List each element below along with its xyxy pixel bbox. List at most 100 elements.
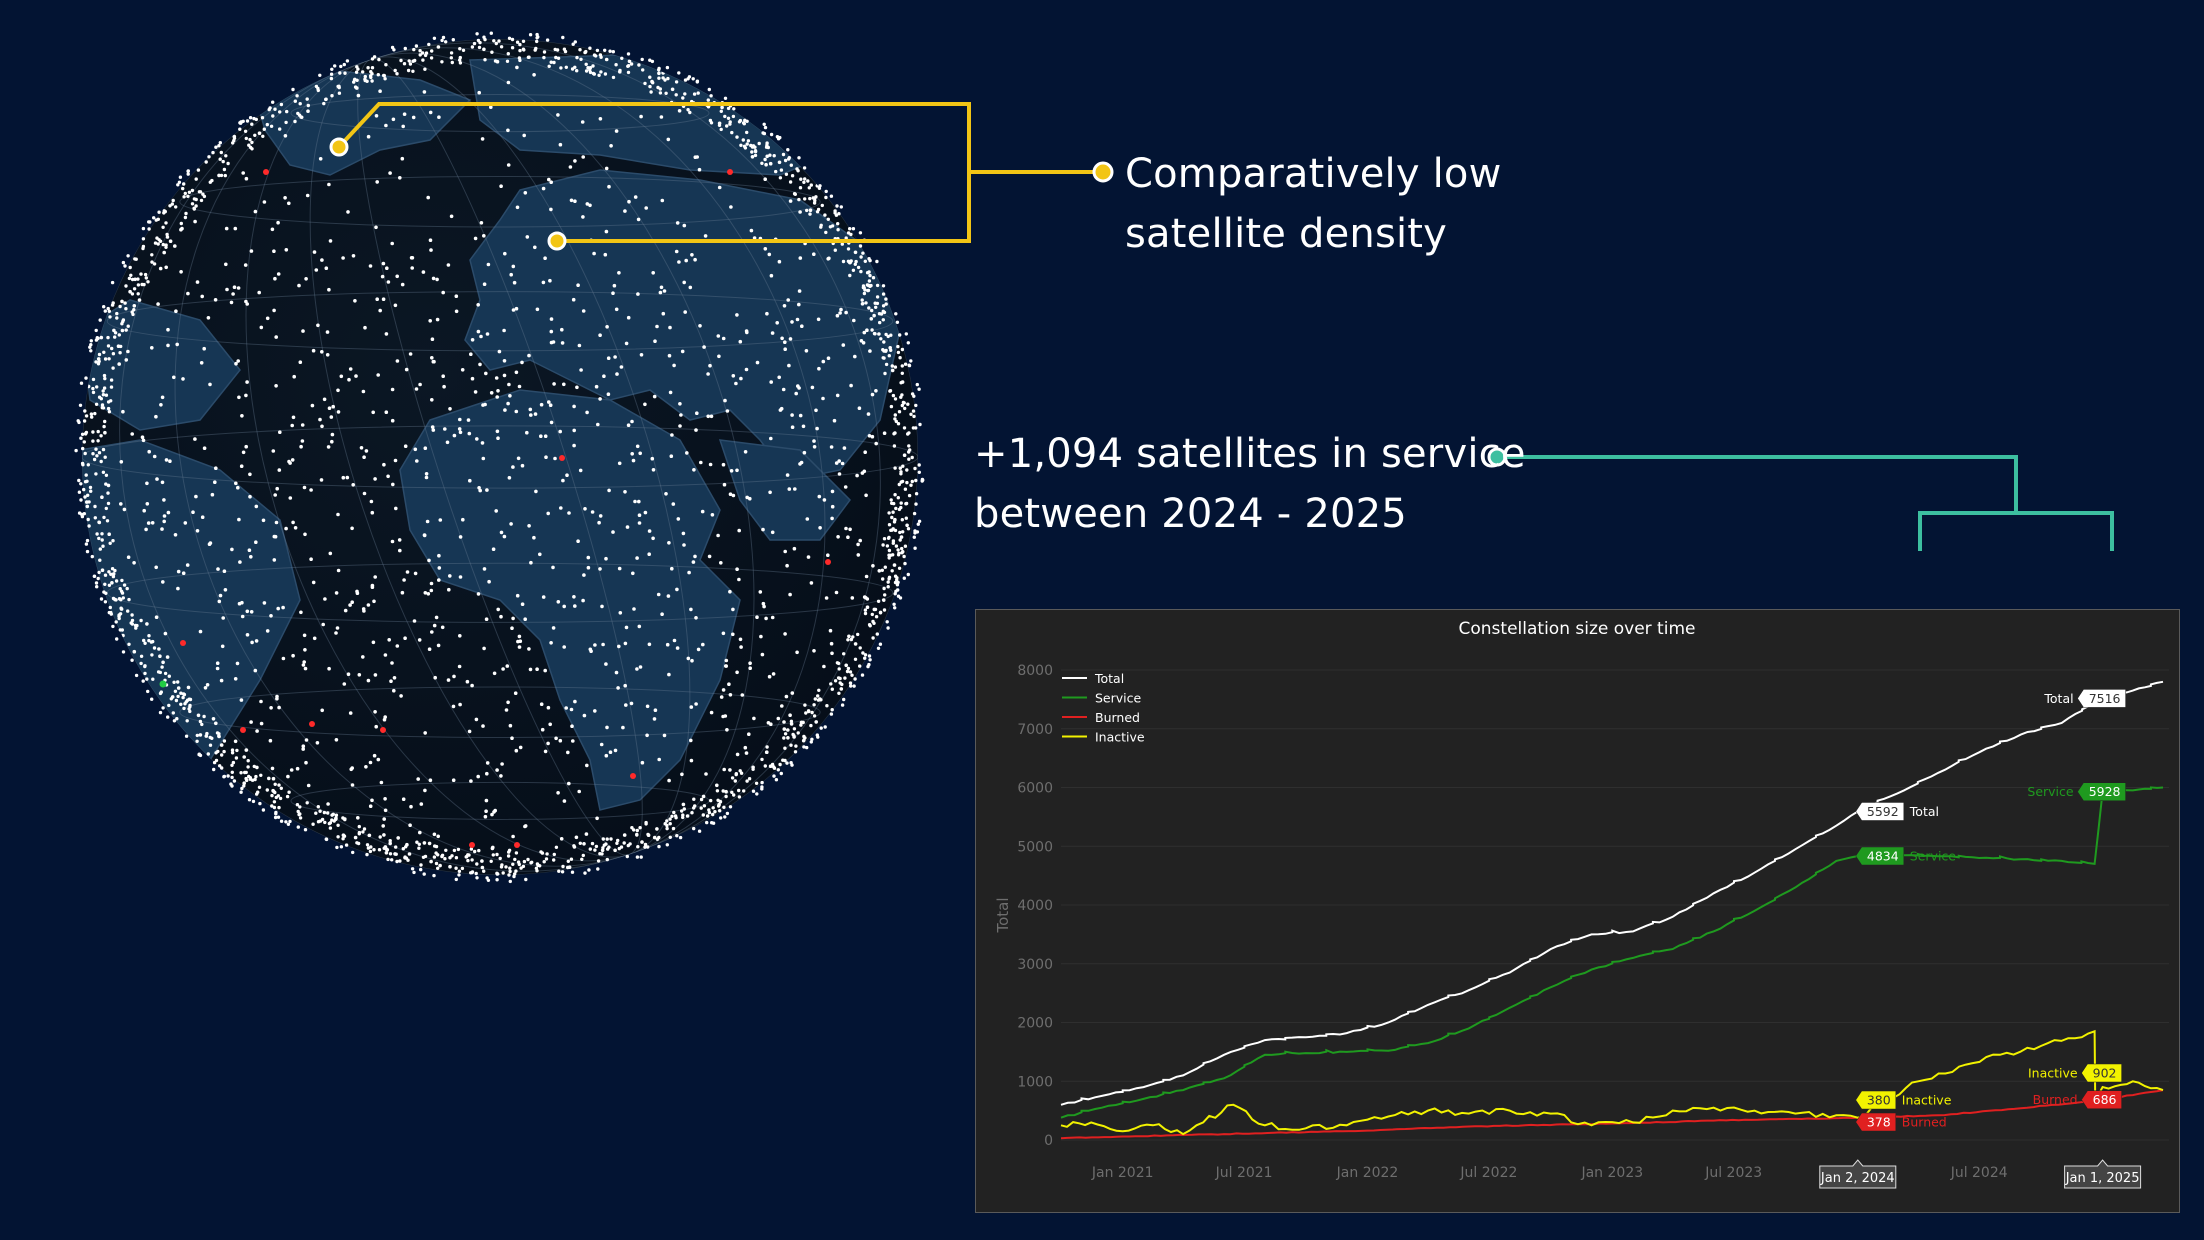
- satellite-dot: [763, 125, 768, 130]
- satellite-dot: [581, 598, 585, 603]
- satellite-dot: [77, 478, 81, 483]
- satellite-dot: [588, 847, 592, 851]
- satellite-dot: [697, 167, 702, 172]
- satellite-dot: [261, 134, 265, 138]
- satellite-dot: [428, 319, 433, 323]
- service-callout-line1: +1,094 satellites in service: [974, 431, 1526, 477]
- satellite-dot: [106, 483, 111, 488]
- satellite-dot: [121, 596, 126, 600]
- satellite-dot: [914, 426, 918, 430]
- satellite-dot: [731, 114, 736, 119]
- satellite-dot: [630, 419, 634, 424]
- satellite-dot: [394, 845, 398, 849]
- satellite-dot: [160, 665, 164, 669]
- satellite-dot: [810, 385, 815, 390]
- satellite-dot: [665, 826, 669, 831]
- satellite-dot: [85, 549, 90, 554]
- satellite-dot: [728, 122, 732, 126]
- satellite-dot: [326, 445, 331, 449]
- satellite-dot: [124, 284, 128, 288]
- satellite-dot: [621, 725, 625, 730]
- satellite-dot: [213, 298, 218, 302]
- satellite-dot: [781, 152, 786, 157]
- satellite-dot: [408, 62, 413, 66]
- satellite-dot: [506, 52, 510, 56]
- satellite-dot: [761, 131, 765, 135]
- x-tick-label: Jul 2023: [1704, 1165, 1762, 1181]
- satellite-dot: [670, 433, 674, 437]
- satellite-dot: [291, 87, 295, 92]
- satellite-dot: [681, 96, 685, 100]
- satellite-dot: [734, 381, 738, 386]
- satellite-dot: [902, 554, 906, 559]
- satellite-dot: [165, 655, 170, 659]
- satellite-dot: [302, 485, 307, 490]
- satellite-dot: [423, 854, 428, 859]
- satellite-dot: [906, 402, 910, 406]
- burned-satellite-marker: [240, 727, 246, 733]
- satellite-dot: [265, 316, 270, 321]
- satellite-dot: [707, 808, 711, 812]
- satellite-dot: [166, 327, 170, 332]
- satellite-dot: [651, 271, 655, 275]
- satellite-dot: [373, 673, 378, 677]
- satellite-dot: [341, 837, 345, 841]
- satellite-dot: [220, 766, 224, 770]
- satellite-dot: [786, 728, 790, 732]
- satellite-dot: [348, 711, 353, 715]
- satellite-dot: [386, 474, 390, 479]
- satellite-dot: [383, 653, 388, 657]
- satellite-dot: [633, 195, 638, 199]
- satellite-dot: [580, 120, 585, 124]
- satellite-dot: [692, 92, 697, 96]
- satellite-dot: [165, 232, 169, 237]
- satellite-dot: [451, 38, 455, 42]
- satellite-dot: [408, 352, 413, 356]
- satellite-dot: [350, 526, 354, 531]
- satellite-dot: [526, 857, 530, 862]
- satellite-dot: [287, 790, 291, 794]
- satellite-dot: [323, 597, 327, 601]
- satellite-dot: [588, 68, 592, 72]
- satellite-dot: [147, 634, 151, 638]
- satellite-dot: [689, 738, 693, 743]
- satellite-dot: [238, 127, 242, 131]
- satellite-dot: [582, 573, 586, 577]
- satellite-dot: [101, 447, 106, 452]
- satellite-dot: [728, 805, 733, 809]
- satellite-dot: [635, 667, 639, 671]
- satellite-dot: [657, 66, 661, 71]
- satellite-dot: [868, 624, 872, 628]
- highlight-date-tick: Jan 2, 2024: [1819, 1159, 1897, 1189]
- satellite-dot: [450, 60, 454, 65]
- satellite-dot: [724, 664, 728, 668]
- satellite-dot: [783, 340, 787, 345]
- satellite-dot: [907, 450, 911, 454]
- satellite-dot: [878, 642, 883, 646]
- satellite-dot: [717, 185, 722, 190]
- satellite-dot: [380, 274, 385, 279]
- satellite-dot: [497, 39, 501, 43]
- satellite-dot: [719, 561, 723, 565]
- satellite-dot: [739, 376, 743, 381]
- satellite-dot: [378, 835, 382, 839]
- satellite-dot: [398, 859, 402, 863]
- satellite-dot: [590, 841, 595, 846]
- satellite-dot: [444, 848, 448, 852]
- satellite-dot: [614, 129, 619, 133]
- satellite-dot: [631, 458, 636, 463]
- satellite-dot: [846, 638, 850, 642]
- satellite-dot: [802, 166, 807, 170]
- satellite-dot: [896, 594, 901, 598]
- satellite-dot: [541, 186, 546, 191]
- data-label-box: [1855, 846, 1905, 866]
- data-label-series-name: Inactive: [2028, 1066, 2078, 1081]
- satellite-dot: [598, 397, 602, 401]
- satellite-dot: [121, 319, 125, 324]
- satellite-dot: [657, 76, 661, 80]
- satellite-dot: [179, 227, 183, 232]
- satellite-dot: [398, 548, 402, 553]
- satellite-dot: [437, 566, 442, 570]
- satellite-dot: [894, 544, 899, 548]
- satellite-dot: [763, 177, 767, 181]
